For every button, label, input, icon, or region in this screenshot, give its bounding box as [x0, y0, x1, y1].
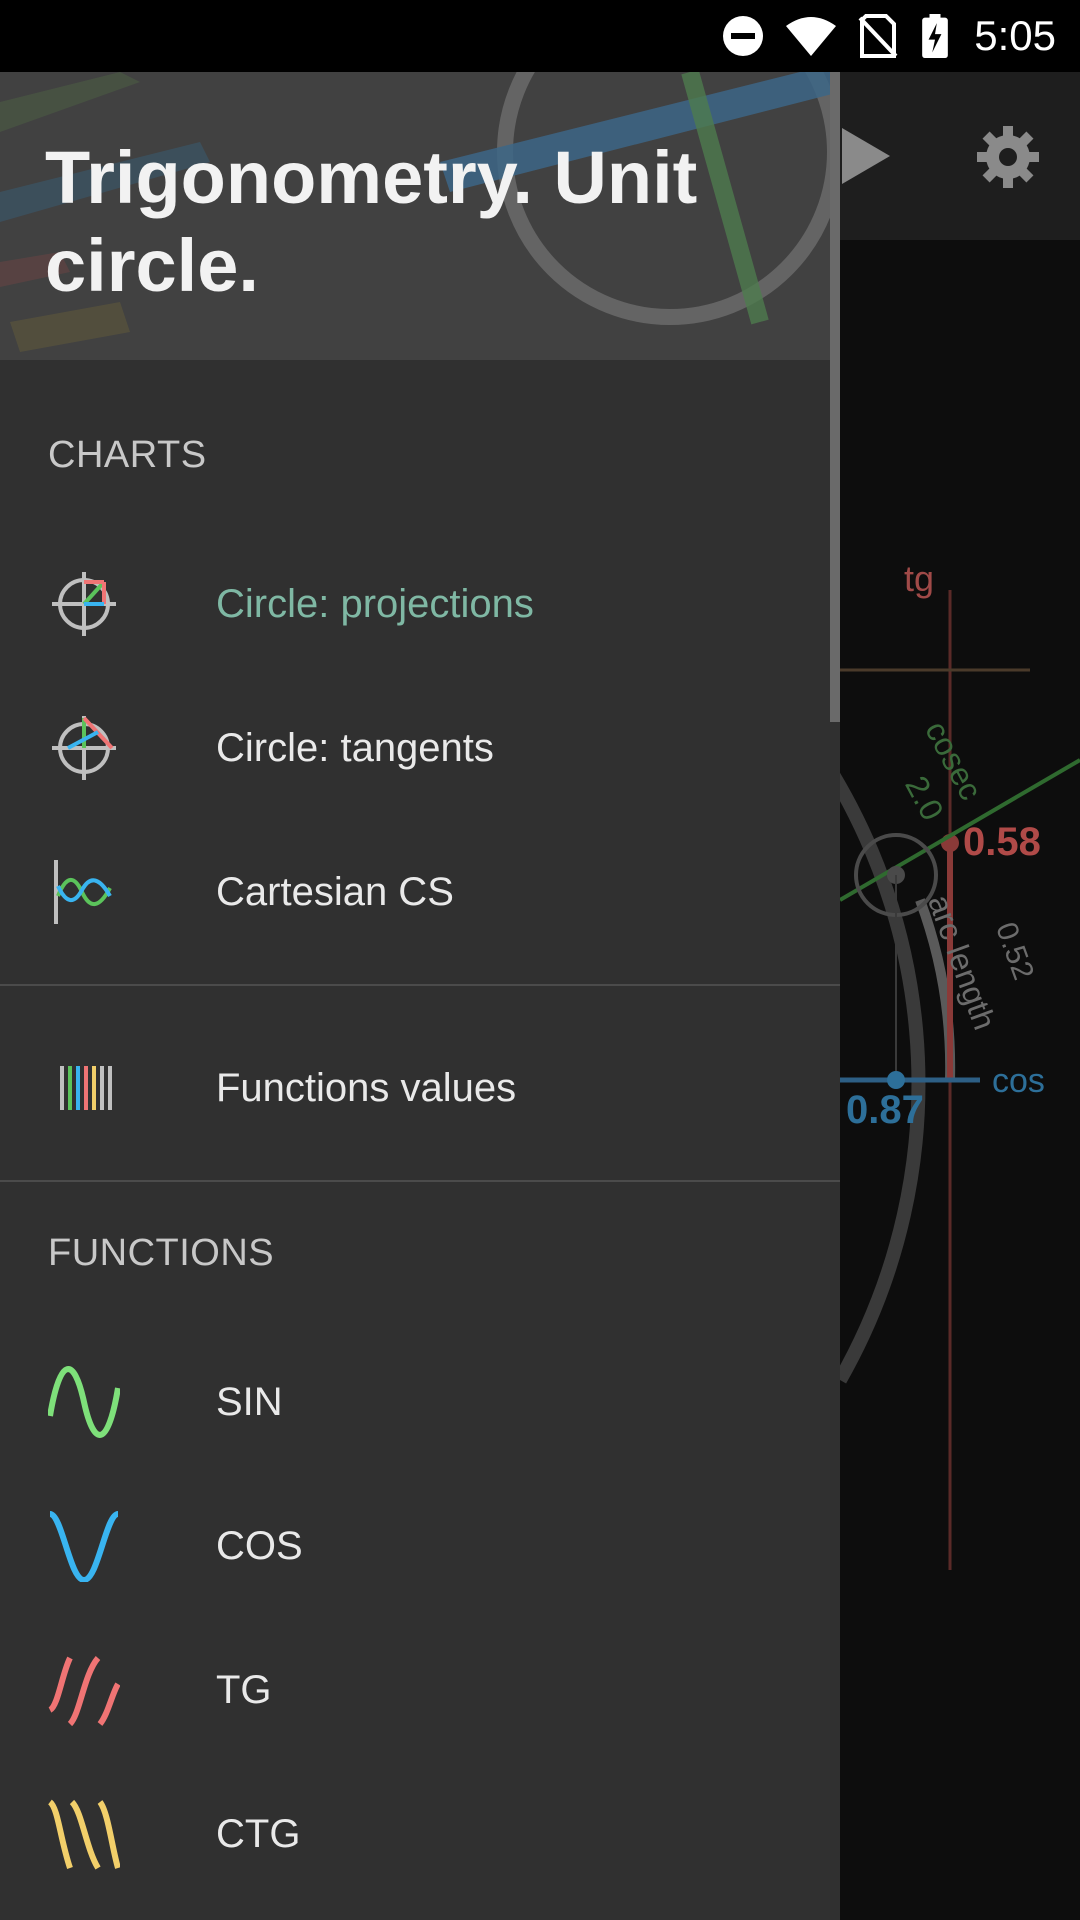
no-sim-icon	[858, 14, 898, 58]
nav-item-circle-tangents[interactable]: Circle: tangents	[0, 672, 830, 816]
drawer-title: Trigonometry. Unit circle.	[45, 136, 698, 307]
sin-wave-icon	[48, 1366, 120, 1438]
unit-circle-chart	[774, 590, 1080, 1570]
status-time: 5:05	[974, 12, 1056, 59]
tg-axis-label: tg	[904, 558, 935, 599]
sin-value-label: 0.58	[963, 820, 1041, 864]
settings-gear-icon[interactable]	[975, 124, 1041, 190]
nav-item-label: Functions values	[216, 1066, 517, 1110]
circle-tangents-icon	[52, 716, 116, 780]
nav-item-label: Cartesian CS	[216, 870, 454, 914]
wifi-icon	[786, 17, 836, 56]
nav-item-label: COS	[216, 1524, 303, 1568]
nav-item-ctg[interactable]: CTG	[0, 1758, 830, 1902]
header-background-art	[0, 72, 840, 360]
status-bar: 5:05	[0, 0, 1080, 72]
charts-section-header: CHARTS	[48, 434, 207, 476]
divider	[0, 1180, 840, 1182]
circle-projections-icon	[52, 572, 116, 636]
cos-value-label: 0.87	[846, 1088, 924, 1132]
nav-item-cos[interactable]: COS	[0, 1470, 830, 1614]
functions-section-header: FUNCTIONS	[48, 1232, 275, 1274]
battery-charging-icon	[922, 14, 948, 58]
cos-axis-label: cos	[992, 1062, 1045, 1100]
nav-item-sin[interactable]: SIN	[0, 1326, 830, 1470]
nav-item-label: SIN	[216, 1380, 283, 1424]
divider	[0, 984, 840, 986]
functions-values-icon	[60, 1066, 112, 1110]
nav-item-circle-projections[interactable]: Circle: projections	[0, 528, 830, 672]
navigation-drawer: Trigonometry. Unit circle. CHARTS Circle…	[0, 72, 840, 1920]
drawer-header: Trigonometry. Unit circle.	[0, 72, 840, 360]
drawer-scrollbar[interactable]	[830, 72, 840, 722]
tg-curves-icon	[48, 1656, 120, 1726]
cos-wave-icon	[48, 1511, 120, 1582]
nav-item-cartesian-cs[interactable]: Cartesian CS	[0, 816, 830, 960]
ctg-curves-icon	[48, 1799, 120, 1870]
nav-item-functions-values[interactable]: Functions values	[0, 1012, 830, 1156]
play-icon[interactable]	[838, 124, 894, 188]
nav-item-label: Circle: projections	[216, 582, 534, 626]
nav-item-label: Circle: tangents	[216, 726, 494, 770]
do-not-disturb-icon	[723, 16, 763, 56]
cartesian-cs-icon	[54, 860, 112, 924]
nav-item-label: TG	[216, 1668, 272, 1712]
nav-item-label: CTG	[216, 1812, 301, 1856]
nav-item-tg[interactable]: TG	[0, 1614, 830, 1758]
